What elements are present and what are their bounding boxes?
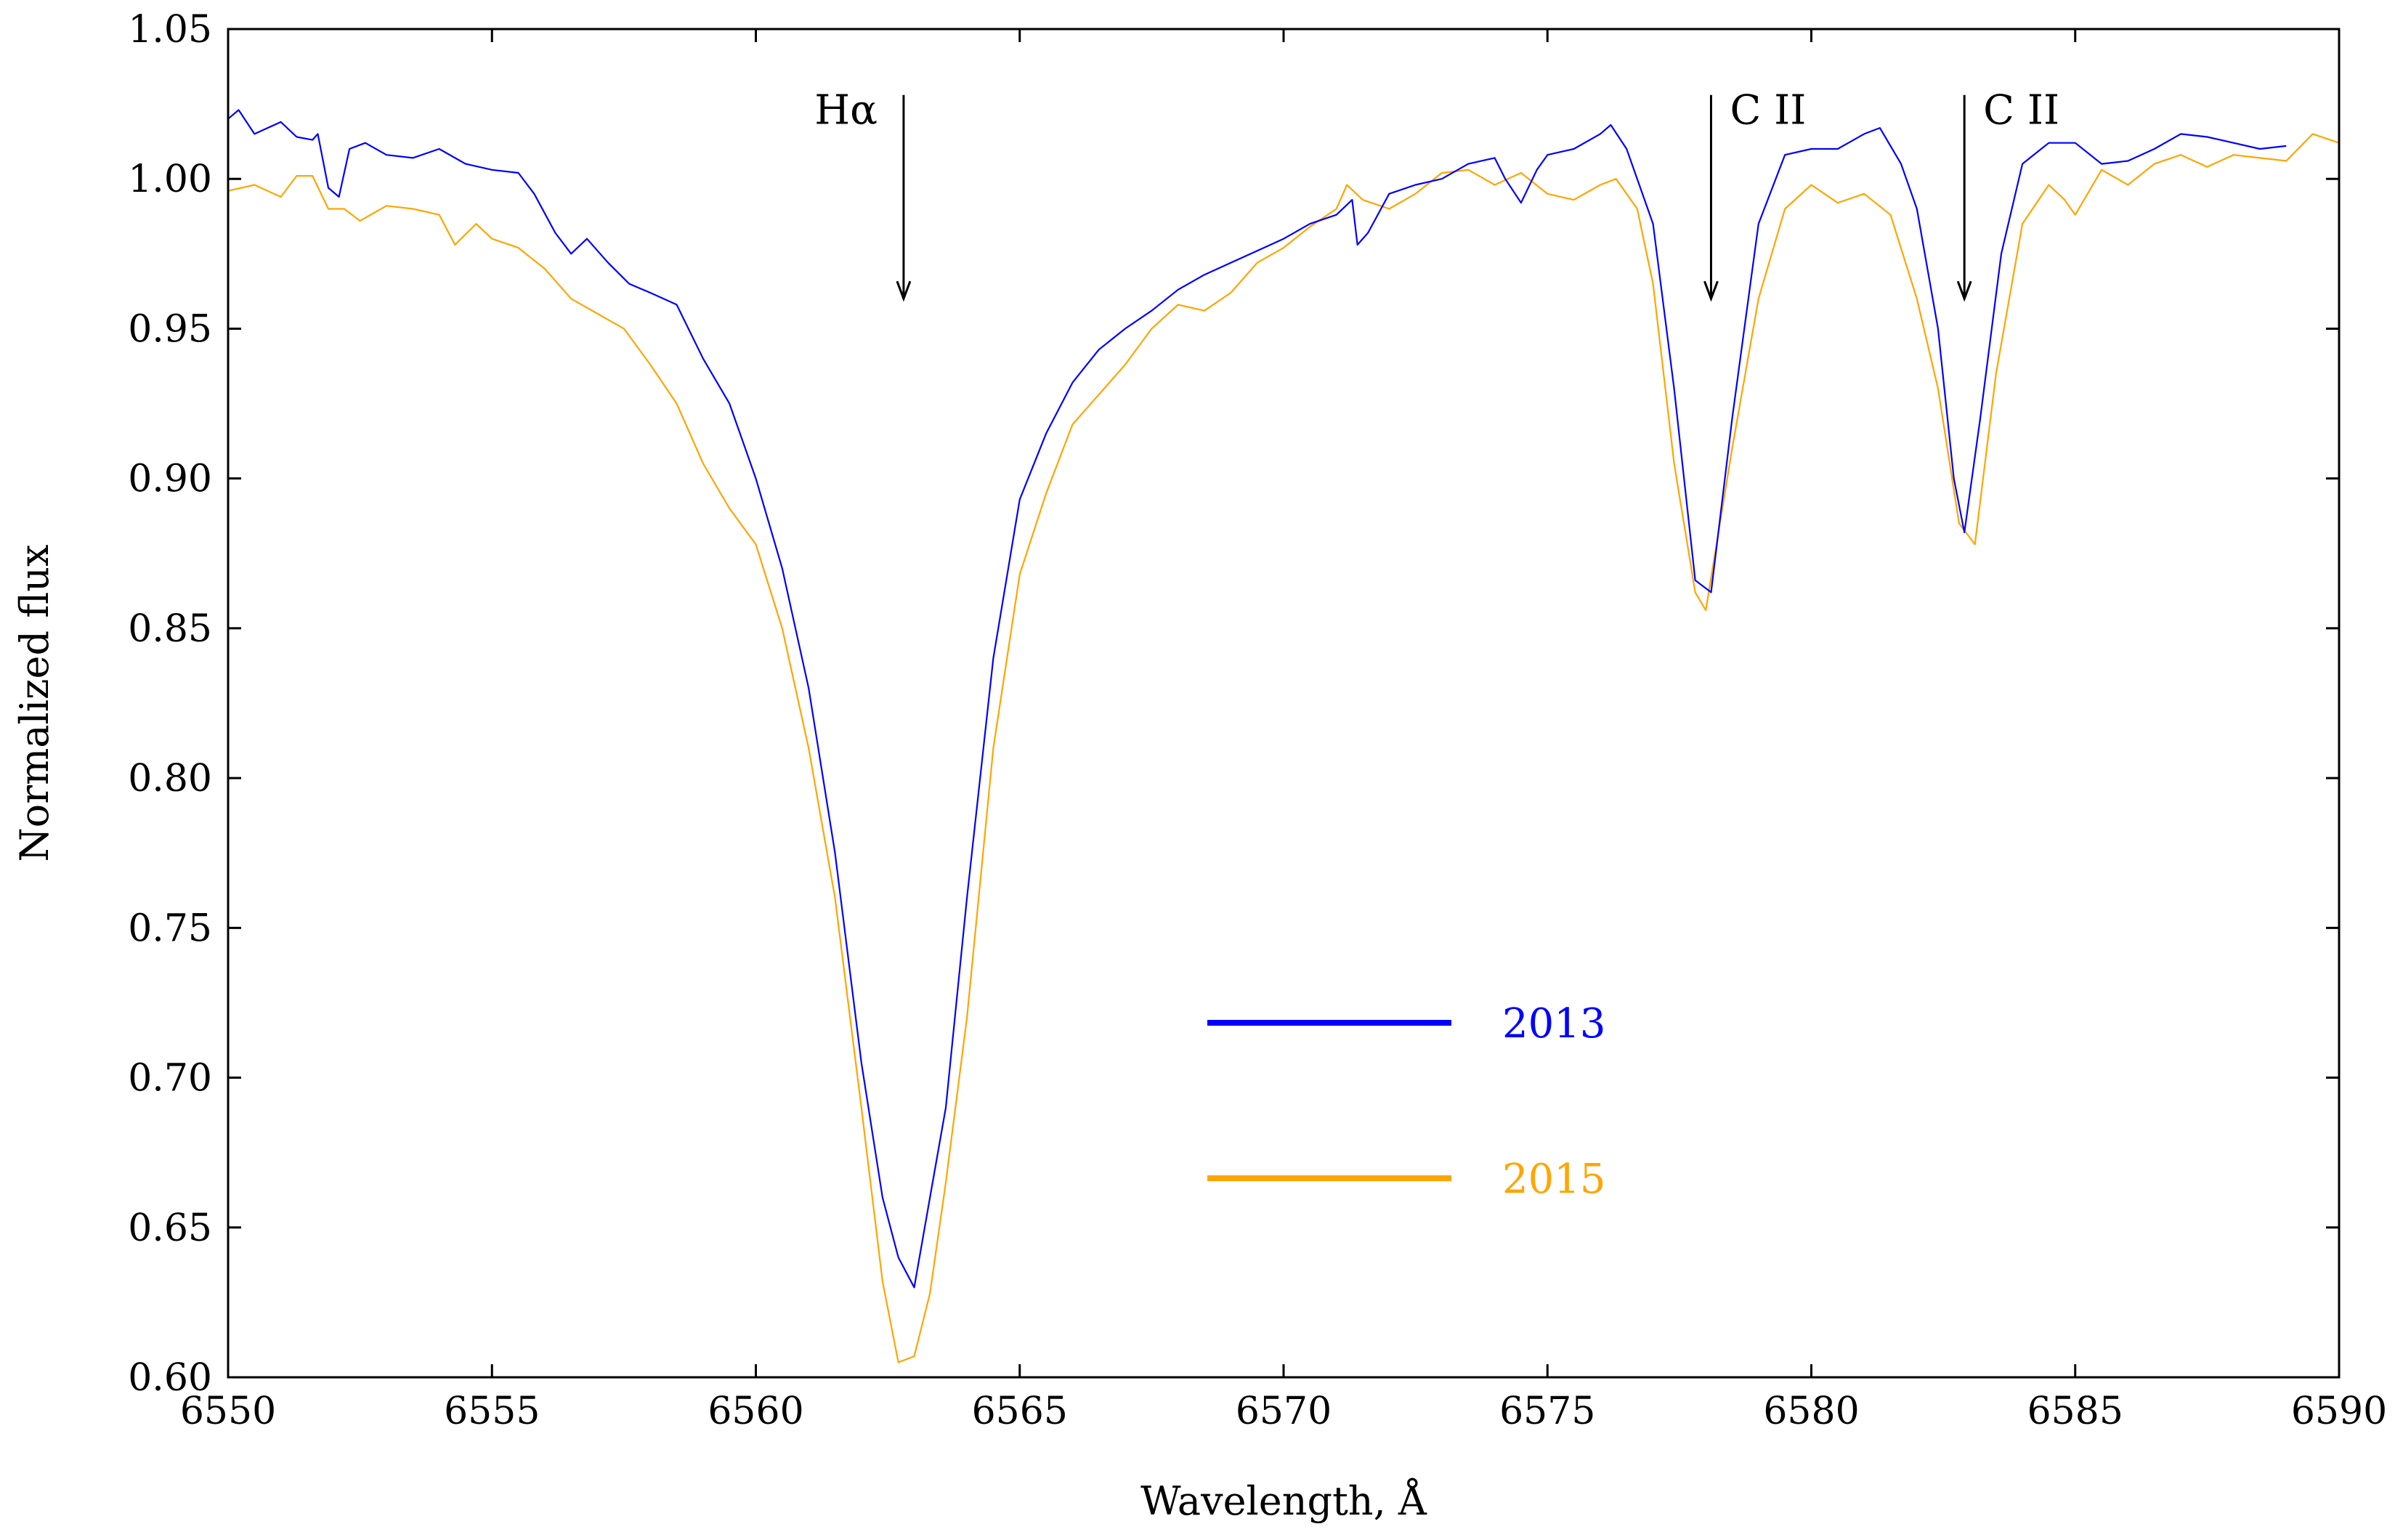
series-layer xyxy=(227,109,2340,1363)
x-tick-label: 6565 xyxy=(972,1390,1068,1433)
annotation-label: C II xyxy=(1983,87,2059,134)
x-tick-label: 6590 xyxy=(2291,1390,2387,1433)
y-tick-label: 0.95 xyxy=(128,307,212,351)
legend-label-2015: 2015 xyxy=(1502,1156,1606,1203)
x-tick-label: 6585 xyxy=(2027,1390,2123,1433)
y-tick-label: 0.90 xyxy=(128,458,212,501)
y-tick-label: 0.65 xyxy=(128,1207,212,1250)
annotation-arrow: Hα xyxy=(814,87,912,302)
arrow-head xyxy=(1703,280,1719,302)
arrow-head xyxy=(896,280,912,302)
x-tick-label: 6555 xyxy=(444,1390,540,1433)
y-tick-label: 0.85 xyxy=(128,607,212,651)
y-tick-label: 1.05 xyxy=(128,8,212,52)
y-tick-label: 0.80 xyxy=(128,757,212,801)
axis-ticks: 6550 6555 6560 6565 6570 6575 6580 6585 6590 0.60… xyxy=(128,8,2387,1433)
series-line-2013 xyxy=(227,109,2287,1289)
x-tick-label: 6570 xyxy=(1236,1390,1332,1433)
annotation-layer: Hα C II C II xyxy=(814,87,2059,302)
x-tick-label: 6575 xyxy=(1499,1390,1595,1433)
y-tick-label: 1.00 xyxy=(128,158,212,201)
x-axis-title: Wavelength, Å xyxy=(1140,1477,1427,1524)
x-tick-label: 6550 xyxy=(180,1390,276,1433)
y-axis-title: Normalized flux xyxy=(12,545,57,862)
legend-label-2013: 2013 xyxy=(1502,1000,1606,1047)
y-tick-label: 0.75 xyxy=(128,907,212,950)
annotation-arrow: C II xyxy=(1956,87,2059,302)
x-tick-label: 6580 xyxy=(1763,1390,1859,1433)
y-tick-label: 0.60 xyxy=(128,1356,212,1400)
annotation-label: C II xyxy=(1730,87,1806,134)
annotation-arrow: C II xyxy=(1703,87,1806,302)
series-line-2015 xyxy=(227,133,2340,1363)
arrow-head xyxy=(1956,280,1972,302)
y-tick-label: 0.70 xyxy=(128,1057,212,1101)
annotation-label: Hα xyxy=(814,87,878,134)
x-tick-label: 6560 xyxy=(708,1390,803,1433)
plot-frame xyxy=(227,28,2341,1379)
legend: 2013 2015 xyxy=(1207,1000,1606,1203)
